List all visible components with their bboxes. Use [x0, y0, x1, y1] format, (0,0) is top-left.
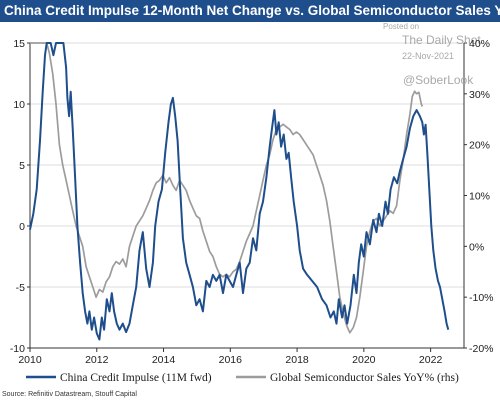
right-tick-label: 10%: [469, 191, 490, 203]
series-lines: [29, 42, 450, 341]
left-tick-label: 10: [13, 99, 25, 111]
x-tick-label: 2020: [352, 354, 376, 366]
right-tick-label: 0%: [469, 241, 484, 253]
source-note: Source: Refinitiv Datastream, Stouff Cap…: [2, 391, 137, 398]
left-tick-label: 0: [19, 221, 25, 233]
x-tick-label: 2012: [85, 354, 109, 366]
x-tick-label: 2016: [219, 354, 243, 366]
watermark: Posted on The Daily Shot 22-Nov-2021 @So…: [383, 22, 481, 87]
right-tick-label: 20%: [469, 140, 490, 152]
tick-labels: 15 10 5 0 -5 -10 40% 30% 20% 10% 0% -10% -20% 2010 201…: [10, 38, 494, 366]
right-tick-label: 40%: [469, 38, 490, 50]
right-tick-label: -20%: [469, 343, 494, 355]
watermark-date: 22-Nov-2021: [402, 51, 454, 61]
legend-semis-label: Global Semiconductor Sales YoY% (rhs): [270, 372, 459, 384]
left-tick-label: -10: [10, 343, 25, 355]
chart-title: China Credit Impulse 12-Month Net Change…: [0, 0, 500, 22]
x-tick-label: 2022: [419, 354, 443, 366]
x-tick-label: 2018: [285, 354, 309, 366]
left-tick-label: 15: [13, 38, 25, 50]
watermark-handle: @SoberLook: [403, 73, 474, 87]
legend-credit-label: China Credit Impulse (11M fwd): [60, 372, 212, 384]
left-tick-label: 5: [19, 160, 25, 172]
left-tick-label: -5: [16, 282, 25, 294]
legend: China Credit Impulse (11M fwd) Global Se…: [26, 372, 459, 384]
plot-area: [30, 43, 464, 348]
x-tick-label: 2014: [152, 354, 176, 366]
semiconductor-sales-line: [30, 42, 424, 334]
axes: [27, 42, 467, 352]
watermark-posted-on: Posted on: [383, 22, 419, 31]
watermark-site: The Daily Shot: [402, 33, 481, 47]
credit-impulse-line: [29, 42, 450, 341]
x-tick-label: 2010: [18, 354, 42, 366]
right-tick-label: -10%: [469, 292, 494, 304]
right-tick-label: 30%: [469, 89, 490, 101]
